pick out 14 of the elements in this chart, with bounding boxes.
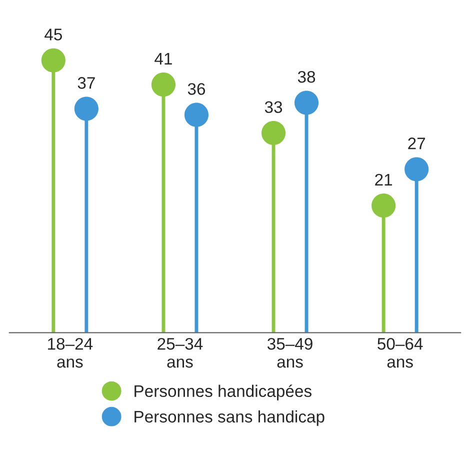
x-tick-label: 25–34 ans xyxy=(158,338,203,368)
data-label: 38 xyxy=(298,70,316,83)
legend-label: Personnes sans handicap xyxy=(134,410,324,426)
x-tick-label: 35–49 ans xyxy=(267,338,312,368)
data-label: 37 xyxy=(78,77,95,89)
legend-label: Personnes handicapées xyxy=(134,384,312,400)
x-tick-label: 50–64 ans xyxy=(378,338,423,368)
data-label: 21 xyxy=(375,174,392,186)
x-tick-label: 18–24 ans xyxy=(48,338,93,368)
data-label: 27 xyxy=(408,138,426,150)
data-label: 45 xyxy=(44,28,62,40)
data-label: 33 xyxy=(264,101,282,114)
data-label: 41 xyxy=(154,53,172,64)
data-label: 36 xyxy=(188,83,206,95)
